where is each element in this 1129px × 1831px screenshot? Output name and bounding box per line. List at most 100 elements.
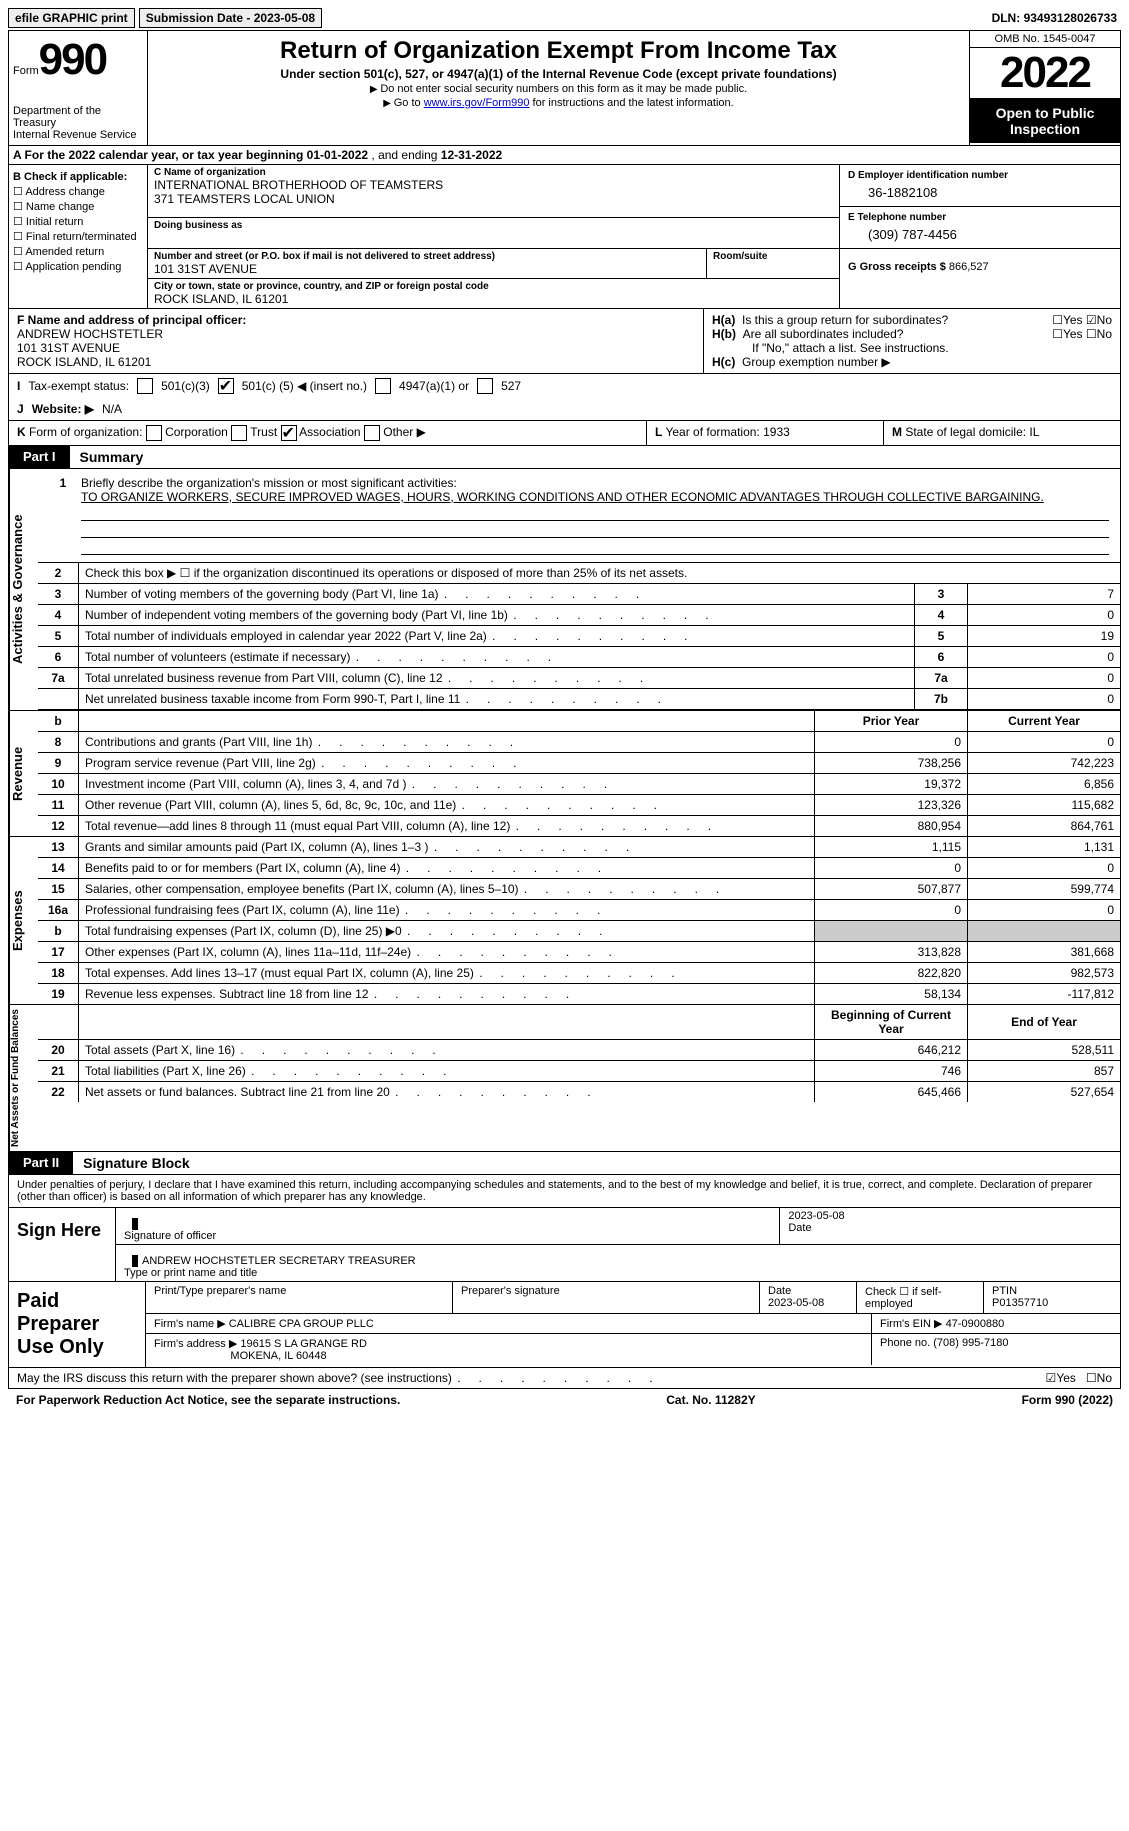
check-amended[interactable]: Amended return [13,245,143,258]
dept-treasury: Department of the Treasury [13,105,143,129]
k-o2: Trust [250,425,277,439]
org-name-2: 371 TEAMSTERS LOCAL UNION [154,192,833,206]
addr-label: Number and street (or P.O. box if mail i… [154,251,700,262]
form-number: 990 [39,35,106,85]
check-corp[interactable] [146,425,162,441]
check-address[interactable]: Address change [13,185,143,198]
city-value: ROCK ISLAND, IL 61201 [154,292,833,306]
net-table: Beginning of Current YearEnd of Year 20T… [38,1005,1120,1102]
f-name: ANDREW HOCHSTETLER [17,327,163,341]
k-o4: Other ▶ [383,425,426,439]
i-text: Tax-exempt status: [28,379,129,393]
col-f: F Name and address of principal officer:… [9,309,704,373]
discuss-no: No [1097,1371,1112,1385]
check-name[interactable]: Name change [13,200,143,213]
vtab-revenue: Revenue [9,711,38,836]
table-row: 8Contributions and grants (Part VIII, li… [38,732,1120,753]
row-klm: K Form of organization: Corporation Trus… [8,421,1121,446]
m-value: IL [1029,425,1039,439]
sig-name: ANDREW HOCHSTETLER SECRETARY TREASURER [132,1255,1112,1267]
firm-ein: 47-0900880 [946,1318,1005,1330]
table-row: Net unrelated business taxable income fr… [38,689,1120,710]
tel-label: E Telephone number [848,212,946,223]
check-527[interactable] [477,378,493,394]
net-section: Net Assets or Fund Balances Beginning of… [8,1005,1121,1152]
check-501c[interactable] [218,378,234,394]
gov-section: Activities & Governance 1 Briefly descri… [8,469,1121,711]
ha-label: H(a) [712,313,735,327]
m-text: State of legal domicile: [905,425,1029,439]
sig-name-label: Type or print name and title [124,1267,257,1279]
table-row: 12Total revenue—add lines 8 through 11 (… [38,816,1120,837]
header-prior: Prior Year [815,711,968,732]
form-title: Return of Organization Exempt From Incom… [156,37,961,65]
ha-yes: Yes [1063,313,1083,327]
efile-button[interactable]: efile GRAPHIC print [8,8,135,28]
col-b-header: B Check if applicable: [13,171,127,183]
header-left: Form 990 Department of the Treasury Inte… [9,31,148,145]
mission-block: 1 Briefly describe the organization's mi… [38,469,1120,563]
check-assoc[interactable] [281,425,297,441]
submission-box: Submission Date - 2023-05-08 [139,8,322,28]
j-text: Website: ▶ [32,402,94,416]
gov-table: 2Check this box ▶ ☐ if the organization … [38,563,1120,710]
ha-no: No [1097,313,1112,327]
header-current: Current Year [968,711,1121,732]
sig-date-label: Date [788,1222,811,1234]
footer-discuss: May the IRS discuss this return with the… [8,1368,1121,1389]
i-o4: 527 [501,379,521,393]
check-501c3[interactable] [137,378,153,394]
prep-date: 2023-05-08 [768,1297,824,1309]
firm-addr1: 19615 S LA GRANGE RD [240,1338,367,1350]
i-o2-pre: 501(c) ( [242,379,283,393]
org-name-1: INTERNATIONAL BROTHERHOOD OF TEAMSTERS [154,178,833,192]
k-o3: Association [299,425,360,439]
sub3-pre: Go to [394,97,424,109]
check-other[interactable] [364,425,380,441]
check-pending[interactable]: Application pending [13,260,143,273]
gross-label: G Gross receipts $ [848,261,949,273]
form-label: Form 990 (2022) [1022,1393,1113,1407]
section-fgh: F Name and address of principal officer:… [8,309,1121,374]
table-row: 13Grants and similar amounts paid (Part … [38,837,1120,858]
city-label: City or town, state or province, country… [154,281,833,292]
j-label: J [17,402,24,416]
check-initial[interactable]: Initial return [13,215,143,228]
form990-link[interactable]: www.irs.gov/Form990 [424,97,530,109]
check-trust[interactable] [231,425,247,441]
subtitle-2: Do not enter social security numbers on … [156,83,961,95]
i-o2-post: ) ◀ (insert no.) [290,379,367,393]
table-row: 22Net assets or fund balances. Subtract … [38,1082,1120,1103]
row-k: K Form of organization: Corporation Trus… [9,421,647,445]
part1-header: Part I Summary [8,446,1121,469]
check-4947[interactable] [375,378,391,394]
table-row: 17Other expenses (Part IX, column (A), l… [38,942,1120,963]
row-a-end: 12-31-2022 [441,148,502,162]
tax-year: 2022 [970,48,1120,99]
vtab-netassets: Net Assets or Fund Balances [9,1005,38,1151]
hc-label: H(c) [712,355,735,369]
l-text: Year of formation: [665,425,763,439]
table-row: bTotal fundraising expenses (Part IX, co… [38,921,1120,942]
paid-block: Paid Preparer Use Only Print/Type prepar… [8,1282,1121,1368]
discuss-text: May the IRS discuss this return with the… [17,1371,452,1385]
cat-no: Cat. No. 11282Y [666,1393,755,1407]
gross-value: 866,527 [949,261,989,273]
line1-label: Briefly describe the organization's miss… [81,476,457,490]
table-row: 20Total assets (Part X, line 16)646,2125… [38,1040,1120,1061]
paperwork-notice: For Paperwork Reduction Act Notice, see … [16,1393,400,1407]
vtab-governance: Activities & Governance [9,469,38,710]
part2-header: Part II Signature Block [8,1152,1121,1175]
subtitle-3: Go to www.irs.gov/Form990 for instructio… [156,97,961,109]
paid-title: Paid Preparer Use Only [9,1282,146,1367]
top-bar: efile GRAPHIC print Submission Date - 20… [8,8,1121,28]
exp-section: Expenses 13Grants and similar amounts pa… [8,837,1121,1005]
prep-date-label: Date [768,1285,791,1297]
table-row: 18Total expenses. Add lines 13–17 (must … [38,963,1120,984]
ptin-label: PTIN [992,1285,1017,1297]
table-row: 10Investment income (Part VIII, column (… [38,774,1120,795]
rev-table: bPrior YearCurrent Year 8Contributions a… [38,711,1120,836]
form-header: Form 990 Department of the Treasury Inte… [8,30,1121,146]
m-label: M [892,425,902,439]
check-final[interactable]: Final return/terminated [13,230,143,243]
